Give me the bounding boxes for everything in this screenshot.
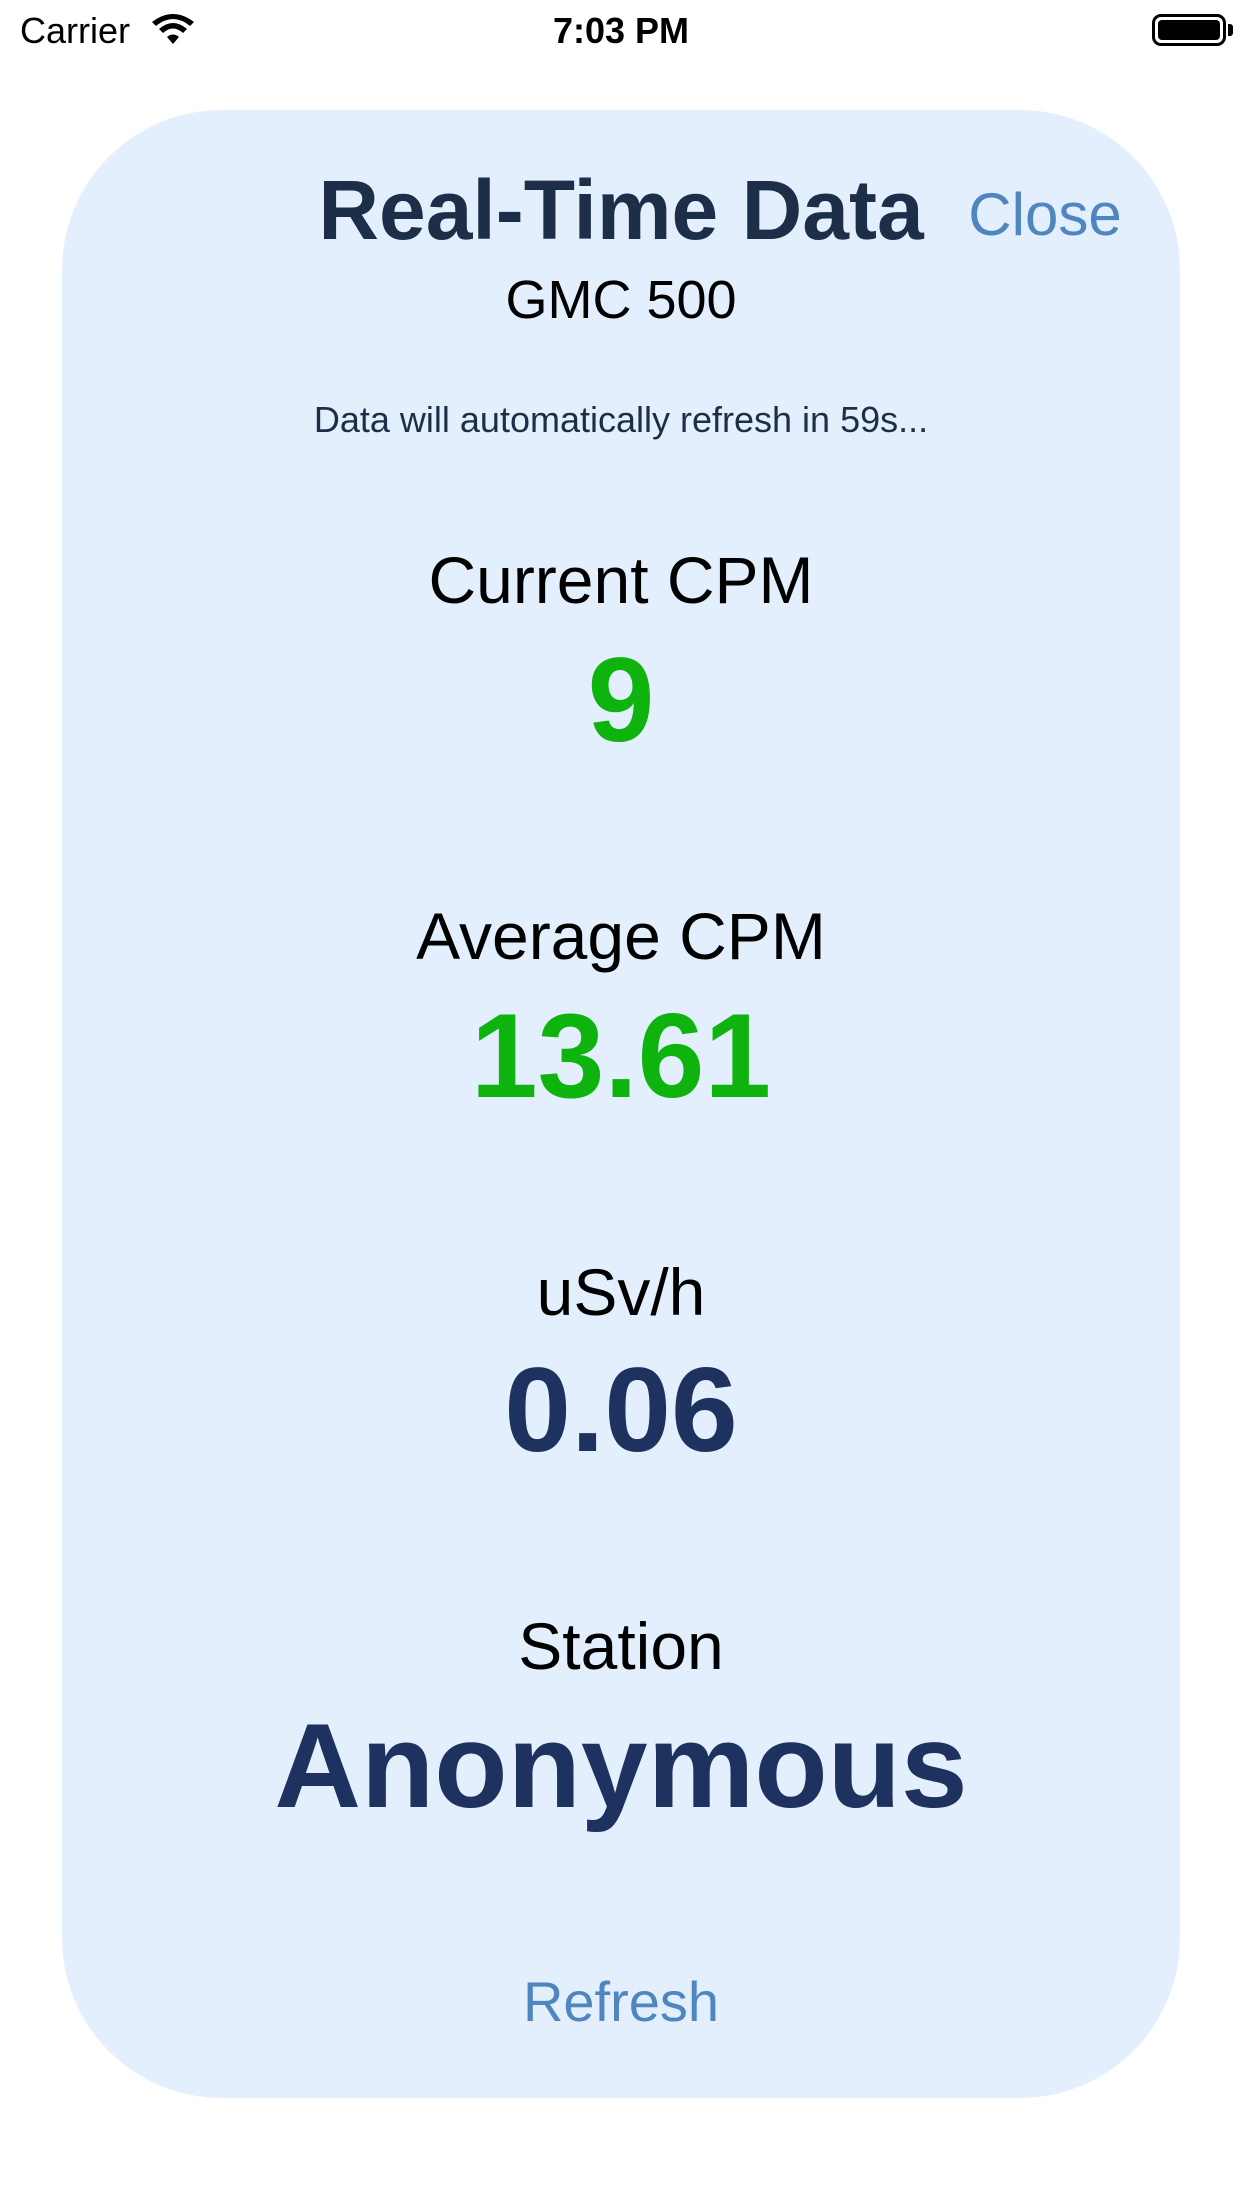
average-cpm-label: Average CPM <box>416 899 826 973</box>
refresh-button[interactable]: Refresh <box>522 1970 720 2033</box>
current-cpm-label: Current CPM <box>428 543 814 617</box>
realtime-data-card <box>62 110 1180 2098</box>
wifi-icon <box>152 14 194 44</box>
close-button[interactable]: Close <box>968 181 1122 248</box>
station-label: Station <box>518 1609 724 1683</box>
current-cpm-value: 9 <box>587 633 655 767</box>
carrier-label: Carrier <box>20 10 131 51</box>
average-cpm-value: 13.61 <box>470 989 772 1123</box>
battery-tip <box>1228 24 1233 36</box>
clock-time: 7:03 PM <box>552 10 690 51</box>
page-title: Real-Time Data <box>318 163 924 257</box>
battery-icon <box>1152 14 1226 46</box>
usvh-value: 0.06 <box>504 1343 738 1477</box>
auto-refresh-note: Data will automatically refresh in 59s..… <box>313 399 929 440</box>
status-bar: Carrier 7:03 PM <box>0 0 1242 62</box>
usvh-label: uSv/h <box>536 1255 706 1329</box>
station-value: Anonymous <box>274 1699 968 1833</box>
device-name: GMC 500 <box>505 270 737 330</box>
